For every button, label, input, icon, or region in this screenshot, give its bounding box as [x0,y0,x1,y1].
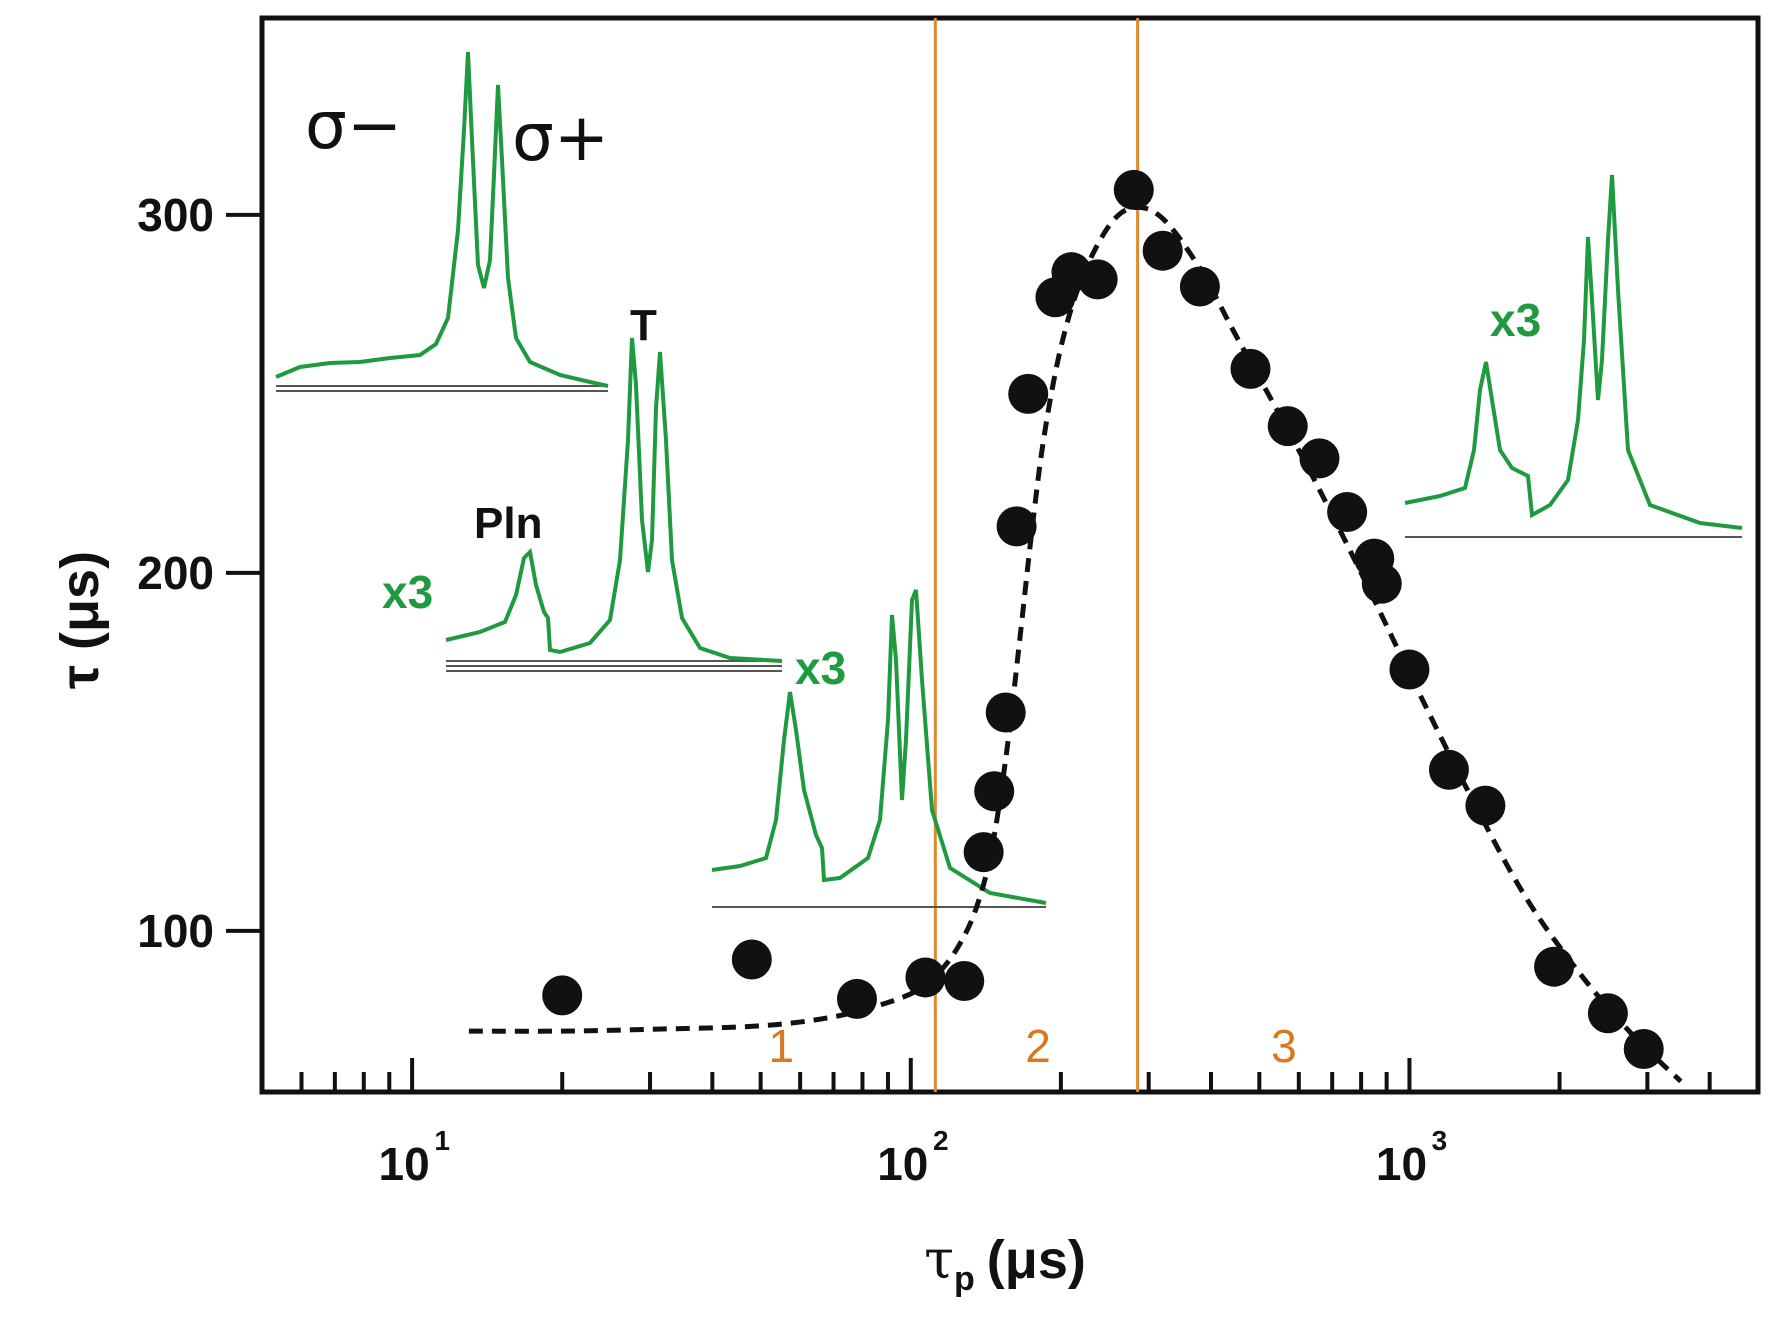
data-point [1623,1029,1664,1070]
data-point [1142,230,1183,271]
data-point [1077,259,1118,300]
data-point [1327,492,1368,533]
triplet-label: T [630,301,657,350]
fit-curve [468,204,1683,1084]
data-points [542,169,1664,1070]
data-point [1361,563,1402,604]
data-point [963,832,1004,873]
data-point [542,975,583,1016]
data-point [1113,169,1154,210]
data-point [1267,406,1308,447]
region-label: 2 [1025,1020,1051,1072]
y-tick-label: 200 [137,547,214,599]
pln-label: Pln [474,499,542,548]
plot-frame [259,15,1761,1095]
x-tick-label: 10 [1376,1138,1427,1190]
x-tick-exponent: 1 [434,1125,450,1156]
data-point [996,506,1037,547]
region-label: 1 [769,1020,795,1072]
data-point [1465,785,1506,826]
axis-ticks [226,212,1760,1092]
data-point [1389,649,1430,690]
spectrum-inset-middle-left [445,337,783,672]
x-tick-label: 10 [379,1138,430,1190]
data-point [836,978,877,1019]
x-tick-label: 10 [877,1138,928,1190]
spectrum-inset-center [711,589,1047,908]
x-axis-subscript: p [954,1260,975,1298]
data-point [944,961,985,1002]
data-point [1008,373,1049,414]
x3-label-middle: x3 [795,642,846,694]
data-point [1534,946,1575,987]
y-tick-label: 100 [137,905,214,957]
region-label: 3 [1271,1020,1297,1072]
data-point [1428,749,1469,790]
spectrum-inset-top-left [275,51,609,392]
sigma-plus-label: σ+ [512,99,609,176]
data-point [1299,438,1340,479]
y-axis-title-text: τ (μs) [50,551,110,689]
data-point [731,939,772,980]
fit-curve-group [468,204,1683,1084]
y-tick-label: 300 [137,189,214,241]
data-point [985,692,1026,733]
spectrum-trace-middle-left [445,337,783,663]
spectrum-trace-top-left [275,51,609,388]
x-axis-unit: (μs) [987,1230,1086,1290]
inset-spectra [275,51,1743,908]
x3-label-left: x3 [382,566,433,618]
x-tick-exponent: 2 [933,1125,949,1156]
data-point [905,957,946,998]
sigma-minus-label: σ− [305,87,402,164]
x-axis-title: τp (μs) [924,1228,1086,1298]
spectrum-trace-right [1404,174,1743,530]
x-tick-exponent: 3 [1432,1125,1448,1156]
x3-label-right: x3 [1490,294,1541,346]
data-point [1587,993,1628,1034]
spectrum-inset-right [1404,174,1743,538]
y-axis-title: τ (μs) [50,551,110,689]
x-axis-symbol: τ [924,1228,954,1291]
data-point [974,771,1015,812]
region-labels: 1 2 3 [769,1020,1297,1072]
spectrum-trace-center [711,589,1047,905]
data-point [1230,348,1271,389]
data-point [1179,266,1220,307]
